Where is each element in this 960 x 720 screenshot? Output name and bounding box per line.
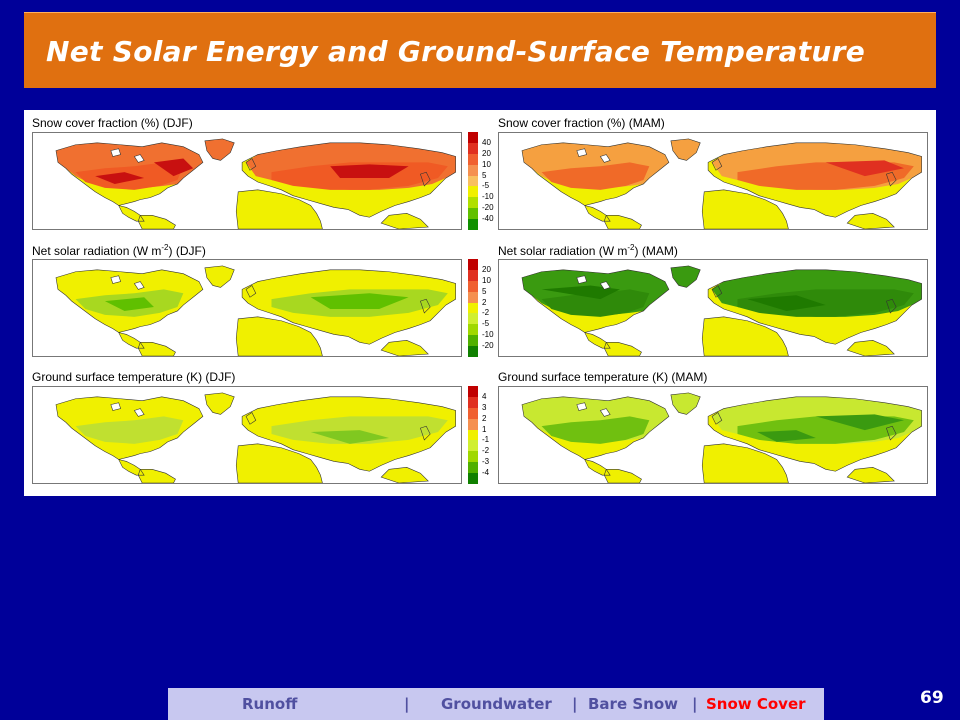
colorbar-tick-label: 4 xyxy=(482,391,487,401)
map-graphic xyxy=(55,265,456,356)
colorbar-swatch xyxy=(468,462,478,474)
map-net-solar-mam xyxy=(498,259,928,357)
colorbar-swatch xyxy=(468,396,478,409)
colorbar-swatch xyxy=(468,208,478,220)
map-snow-cover-djf xyxy=(32,132,462,230)
colorbar-tick-label: 1 xyxy=(482,424,487,434)
colorbar-swatch xyxy=(468,429,478,441)
panel-net-solar-mam: Net solar radiation (W m-2) (MAM) xyxy=(490,239,928,357)
colorbar-tick-label: 10 xyxy=(482,275,491,285)
colorbar-tick-label: 2 xyxy=(482,297,487,307)
panel-label: Ground surface temperature (K) (DJF) xyxy=(32,370,236,384)
colorbar-tick-label: -4 xyxy=(482,468,490,478)
colorbar-swatch xyxy=(468,269,478,282)
slide-title-bar: Net Solar Energy and Ground-Surface Temp… xyxy=(24,12,936,88)
map-net-solar-djf xyxy=(32,259,462,357)
colorbar-tick-label: -10 xyxy=(482,330,494,340)
colorbar-swatch xyxy=(468,346,478,358)
colorbar-snow-cover: 40 20 10 5 -5 -10 -20 -40 xyxy=(468,132,508,231)
nav-item-bare-snow[interactable]: Bare Snow xyxy=(588,695,678,713)
nav-item-snow-cover[interactable]: Snow Cover xyxy=(706,695,806,713)
colorbar-tick-label: 20 xyxy=(482,264,491,274)
colorbar-tick-label: 5 xyxy=(482,286,487,296)
colorbar-tick-label: -5 xyxy=(482,181,490,191)
map-graphic xyxy=(521,265,922,356)
colorbar-tick-label: 2 xyxy=(482,413,487,423)
nav-item-groundwater[interactable]: Groundwater xyxy=(441,695,552,713)
colorbar-swatch xyxy=(468,132,478,144)
colorbar-swatch xyxy=(468,313,478,325)
section-nav-bar: Runoff | Groundwater | Bare Snow | Snow … xyxy=(168,688,824,720)
panel-label: Snow cover fraction (%) (MAM) xyxy=(498,116,665,130)
nav-separator: | xyxy=(692,695,698,713)
colorbar-swatch xyxy=(468,440,478,452)
map-figure: Snow cover fraction (%) (DJF) 40 20 10 5 -5-… xyxy=(24,110,936,496)
map-snow-cover-mam xyxy=(498,132,928,230)
colorbar-tick-label: 20 xyxy=(482,148,491,158)
colorbar-swatch xyxy=(468,259,478,271)
colorbar-swatch xyxy=(468,153,478,166)
colorbar-tick-label: -3 xyxy=(482,457,490,467)
colorbar-swatch xyxy=(468,291,478,304)
panel-label: Net solar radiation (W m-2) (DJF) xyxy=(32,243,206,258)
colorbar-tick-label: -20 xyxy=(482,341,494,351)
colorbar-swatch xyxy=(468,164,478,177)
nav-separator: | xyxy=(572,695,578,713)
map-ground-temp-mam xyxy=(498,386,928,484)
panel-snow-cover-djf: Snow cover fraction (%) (DJF) xyxy=(24,112,462,230)
colorbar-swatch xyxy=(468,302,478,314)
colorbar-tick-label: -2 xyxy=(482,446,490,456)
map-graphic xyxy=(521,392,922,483)
colorbar-tick-label: 5 xyxy=(482,170,487,180)
colorbar-swatch xyxy=(468,175,478,187)
panel-snow-cover-mam: Snow cover fraction (%) (MAM) xyxy=(490,112,928,230)
panel-ground-temp-djf: Ground surface temperature (K) (DJF) xyxy=(24,366,462,484)
colorbar-swatch xyxy=(468,219,478,231)
colorbar-tick-label: 40 xyxy=(482,137,491,147)
colorbar-swatch xyxy=(468,142,478,155)
colorbar-tick-label: -1 xyxy=(482,435,490,445)
panel-ground-temp-mam: Ground surface temperature (K) (MAM) xyxy=(490,366,928,484)
colorbar-tick-label: 3 xyxy=(482,402,487,412)
colorbar-swatch xyxy=(468,451,478,463)
colorbar-net-solar: 20 10 5 2 -2 -5 -10 -20 xyxy=(468,259,508,358)
map-graphic xyxy=(521,138,922,229)
colorbar-tick-label: 10 xyxy=(482,159,491,169)
colorbar-swatch xyxy=(468,324,478,336)
colorbar-swatch xyxy=(468,280,478,293)
colorbar-swatch xyxy=(468,473,478,485)
nav-item-runoff[interactable]: Runoff xyxy=(242,695,298,713)
colorbar-ground-temp: 4 3 2 1 -1 -2 -3 -4 xyxy=(468,386,508,485)
colorbar-tick-label: -5 xyxy=(482,319,490,329)
colorbar-tick-label: -2 xyxy=(482,308,490,318)
slide-title: Net Solar Energy and Ground-Surface Temp… xyxy=(46,35,866,68)
map-ground-temp-djf xyxy=(32,386,462,484)
colorbar-swatch xyxy=(468,186,478,198)
page-number: 69 xyxy=(920,688,944,708)
colorbar-tick-label: -40 xyxy=(482,214,494,224)
colorbar-swatch xyxy=(468,197,478,209)
colorbar-swatch xyxy=(468,418,478,431)
colorbar-swatch xyxy=(468,407,478,420)
panel-label: Net solar radiation (W m-2) (MAM) xyxy=(498,243,678,258)
nav-separator: | xyxy=(404,695,410,713)
panel-net-solar-djf: Net solar radiation (W m-2) (DJF) xyxy=(24,239,462,357)
map-graphic xyxy=(55,392,456,483)
map-graphic xyxy=(55,138,456,229)
panel-label: Ground surface temperature (K) (MAM) xyxy=(498,370,708,384)
panel-label: Snow cover fraction (%) (DJF) xyxy=(32,116,193,130)
colorbar-swatch xyxy=(468,335,478,347)
colorbar-tick-label: -10 xyxy=(482,192,494,202)
colorbar-tick-label: -20 xyxy=(482,203,494,213)
colorbar-swatch xyxy=(468,386,478,398)
